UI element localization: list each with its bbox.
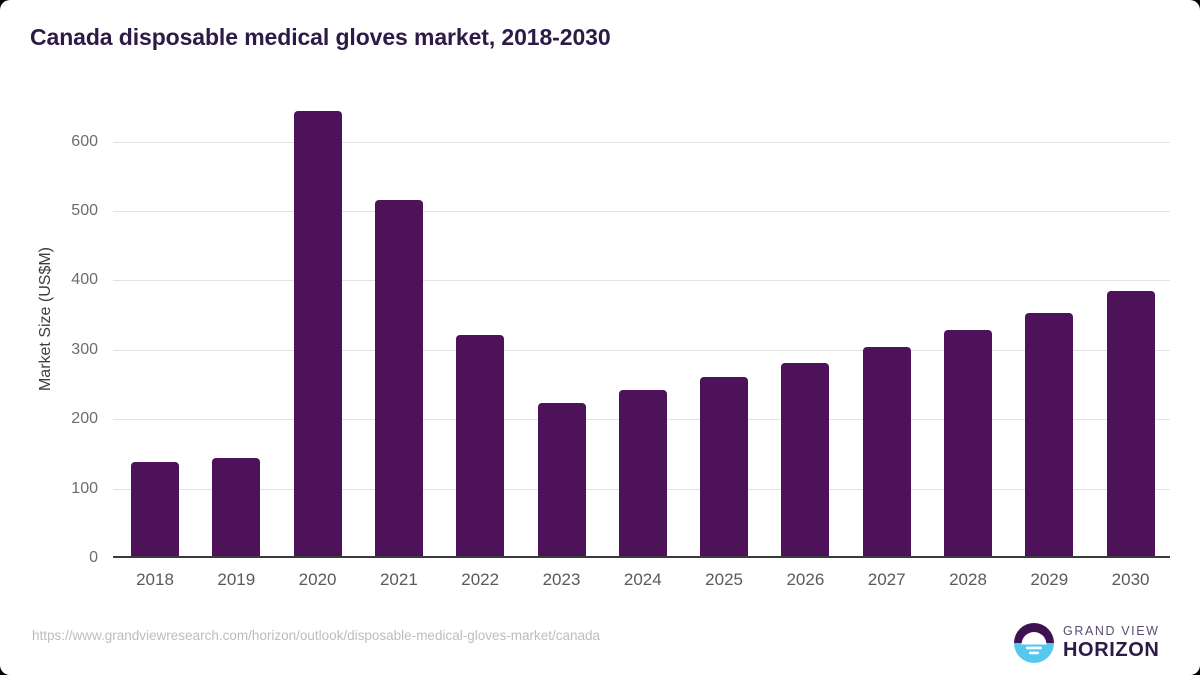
y-tick-label: 600 [71,132,98,150]
source-url[interactable]: https://www.grandviewresearch.com/horizo… [32,628,601,643]
x-tick-label: 2027 [867,570,906,589]
horizon-logo-icon [1014,623,1054,663]
bar[interactable] [293,110,342,557]
plot-area [113,100,1170,558]
bar[interactable] [374,200,423,557]
x-tick-label: 2026 [786,570,825,589]
x-tick-label: 2023 [542,570,581,589]
grand-view-horizon-logo[interactable]: GRAND VIEW HORIZON [1013,620,1173,666]
y-tick-label: 400 [71,271,98,289]
x-tick-label: 2024 [623,570,662,589]
x-axis-line [113,556,1170,558]
x-tick-label: 2025 [705,570,744,589]
page-title: Canada disposable medical gloves market,… [30,24,611,50]
x-tick-label: 2019 [217,570,256,589]
gridline [113,141,1170,143]
bar[interactable] [537,402,586,557]
x-tick-label: 2028 [949,570,987,589]
bar[interactable] [1106,291,1155,557]
logo-wordmark: GRAND VIEW HORIZON [1063,624,1175,661]
bar[interactable] [944,330,992,557]
x-tick-label: 2029 [1030,570,1069,589]
y-tick-label: 200 [71,410,98,428]
bar[interactable] [131,461,179,557]
bar[interactable] [456,334,505,557]
y-tick-label: 0 [89,549,98,566]
gridline [113,211,1170,213]
x-tick-label: 2021 [379,570,418,589]
gridline [113,349,1170,351]
bar[interactable] [781,363,830,557]
bar[interactable] [862,346,911,557]
y-axis-tick-labels: 0 100 200 300 400 500 600 [0,100,98,566]
x-tick-label: 2030 [1111,570,1150,589]
y-tick-label: 500 [71,202,98,220]
logo-line-one: GRAND VIEW [1063,624,1160,638]
gridline [113,280,1170,282]
y-tick-label: 300 [71,340,98,358]
x-tick-label: 2020 [298,570,337,589]
y-tick-label: 100 [71,479,98,497]
bar[interactable] [1025,312,1074,557]
bar[interactable] [618,389,667,557]
x-tick-label: 2022 [461,570,500,589]
bar[interactable] [212,458,261,557]
logo-line-two: HORIZON [1063,639,1160,661]
x-tick-label: 2018 [136,570,174,589]
bar[interactable] [700,377,749,557]
